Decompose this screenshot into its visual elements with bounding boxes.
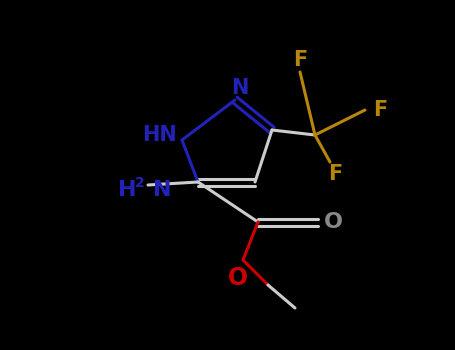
Text: 2: 2 <box>135 176 145 190</box>
Text: F: F <box>293 50 307 70</box>
Text: O: O <box>228 266 248 290</box>
Text: N: N <box>231 78 249 98</box>
Text: F: F <box>328 164 342 184</box>
Text: O: O <box>324 212 343 232</box>
Text: HN: HN <box>142 125 177 145</box>
Text: N: N <box>153 180 172 200</box>
Text: F: F <box>373 100 387 120</box>
Text: H: H <box>117 180 136 200</box>
